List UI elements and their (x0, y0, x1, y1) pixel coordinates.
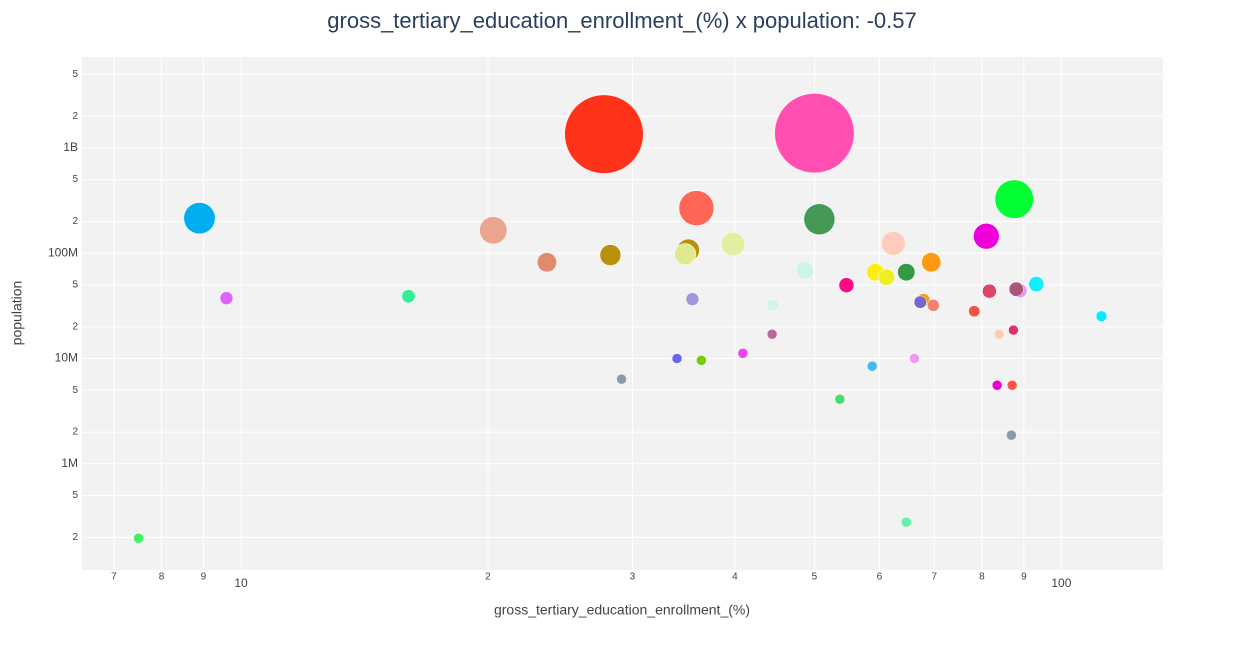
bubble (219, 291, 234, 305)
bubble (685, 292, 700, 306)
bubble (479, 216, 508, 245)
bubble (766, 298, 780, 312)
bubble (1028, 276, 1045, 293)
bubble (183, 202, 216, 235)
x-tick-label: 9 (201, 572, 207, 583)
bubble (921, 252, 942, 273)
bubble (803, 203, 836, 236)
bubble (133, 533, 144, 544)
bubble (909, 353, 920, 364)
bubble (834, 394, 846, 405)
y-tick-label: 10M (55, 351, 78, 365)
bubble (973, 223, 1000, 250)
x-tick-label: 7 (111, 572, 117, 583)
labels: 7 8 9 10 2 3 4 5 6 7 8 9 100 2 5 1M 2 5 10M 2 5 100M 2 5 1B 2 5 (48, 69, 1072, 590)
x-tick-label: 10 (234, 576, 248, 590)
bubble (913, 295, 927, 309)
bubble (994, 328, 1005, 340)
bubble (838, 277, 855, 293)
x-tick-label: 9 (1021, 572, 1027, 583)
grid (82, 57, 1163, 570)
bubble (1008, 324, 1019, 336)
y-tick-label: 2 (72, 111, 78, 122)
bubble (1006, 429, 1017, 441)
x-tick-label: 100 (1051, 576, 1071, 590)
bubble (671, 353, 683, 364)
bubble (696, 355, 707, 366)
bubble (877, 268, 895, 286)
bubble (721, 232, 746, 257)
bubble (678, 190, 715, 226)
bubble (926, 298, 940, 312)
bubble (994, 179, 1034, 219)
y-tick-label: 100M (48, 245, 78, 259)
bubble (982, 283, 997, 299)
x-tick-label: 5 (812, 572, 818, 583)
bubble (537, 252, 557, 273)
bubble (881, 231, 906, 256)
x-tick-label: 8 (979, 572, 985, 583)
y-tick-label: 2 (72, 321, 78, 332)
x-axis-label: gross_tertiary_education_enrollment_(%) (494, 602, 750, 618)
bubble (897, 263, 916, 282)
marks (133, 93, 1108, 544)
chart-title: gross_tertiary_education_enrollment_(%) … (327, 8, 916, 33)
y-tick-label: 5 (72, 69, 78, 80)
x-tick-label: 8 (159, 572, 165, 583)
x-tick-label: 6 (877, 572, 883, 583)
bubble (774, 93, 855, 174)
y-tick-label: 2 (72, 427, 78, 438)
y-tick-label: 1B (63, 140, 78, 154)
y-tick-label: 2 (72, 216, 78, 227)
y-axis-label: population (9, 281, 25, 346)
bubble (737, 348, 749, 359)
bubble (1008, 281, 1024, 297)
bubble (968, 305, 981, 318)
bubble (901, 516, 912, 528)
bubble (401, 289, 416, 304)
bubble (766, 328, 778, 340)
y-tick-label: 5 (72, 174, 78, 185)
x-tick-label: 2 (485, 572, 491, 583)
bubble (991, 379, 1003, 391)
y-tick-label: 2 (72, 532, 78, 543)
bubble (866, 360, 878, 372)
bubble (795, 261, 815, 280)
x-tick-label: 3 (630, 572, 636, 583)
bubble (1006, 379, 1018, 391)
y-tick-label: 1M (61, 456, 78, 470)
bubble (564, 94, 644, 174)
x-tick-label: 4 (732, 572, 738, 583)
y-tick-label: 5 (72, 280, 78, 291)
bubble (616, 373, 627, 385)
bubble (674, 243, 697, 265)
bubble (599, 244, 622, 266)
x-tick-label: 7 (932, 572, 938, 583)
y-tick-label: 5 (72, 490, 78, 501)
y-tick-label: 5 (72, 385, 78, 396)
bubble (1095, 310, 1108, 322)
